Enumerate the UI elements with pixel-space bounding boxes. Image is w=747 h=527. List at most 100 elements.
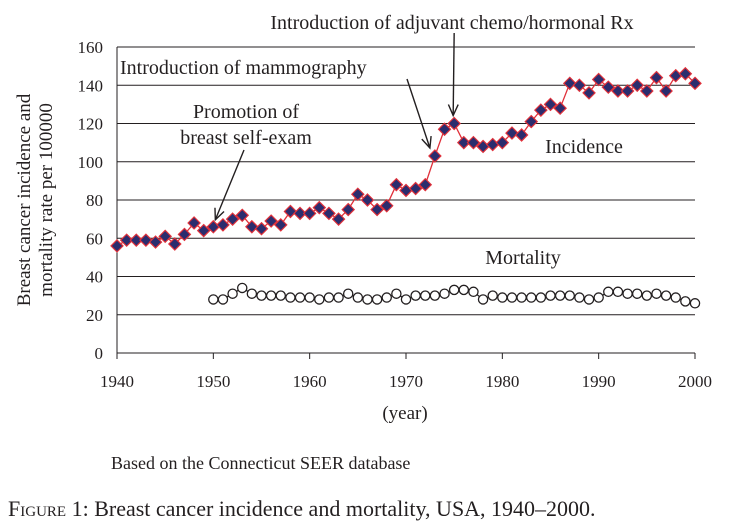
- mortality-point: [612, 286, 624, 298]
- y-tick-label: 100: [78, 153, 104, 172]
- mortality-point: [285, 292, 296, 303]
- incidence-point: [370, 202, 384, 217]
- mortality-point: [574, 292, 585, 303]
- incidence-point: [466, 135, 481, 150]
- annotation-self-exam: Promotion of: [193, 101, 299, 123]
- y-tick-label: 60: [86, 229, 103, 248]
- annotation-mammography: Introduction of mammography: [120, 57, 367, 79]
- arrow-self-exam: [214, 149, 245, 221]
- y-tick-label: 160: [78, 38, 104, 57]
- mortality-point: [583, 294, 595, 305]
- chart-text: (year) Breast cancer incidence and mortali…: [14, 12, 634, 424]
- incidence-point: [630, 78, 645, 93]
- incidence-point: [331, 212, 346, 226]
- incidence-point: [110, 239, 124, 253]
- mortality-point: [564, 290, 576, 301]
- mortality-point: [371, 294, 383, 305]
- incidence-point: [678, 66, 693, 81]
- incidence-point: [119, 233, 134, 248]
- incidence-point: [322, 206, 336, 221]
- incidence-point: [428, 149, 442, 163]
- incidence-point: [350, 187, 365, 202]
- incidence-point: [360, 193, 375, 207]
- mortality-point: [217, 294, 229, 305]
- x-tick-label: 1970: [389, 372, 423, 391]
- x-tick-labels: 1940 1950 1960 1970 1980 1990 2000: [100, 372, 712, 391]
- mortality-point: [314, 294, 325, 305]
- source-note: Based on the Connecticut SEER database: [111, 453, 411, 473]
- arrow-mammography: [406, 78, 431, 149]
- incidence-point: [139, 233, 153, 248]
- incidence-point: [341, 202, 356, 217]
- mortality-point: [429, 290, 441, 301]
- x-tick-label: 1960: [293, 372, 327, 391]
- mortality-point: [631, 288, 643, 299]
- mortality-point: [554, 290, 566, 301]
- y-tick-label: 40: [86, 268, 103, 287]
- incidence-point: [264, 214, 278, 228]
- series-line-incidence: [116, 73, 696, 247]
- incidence-point: [399, 183, 413, 198]
- incidence-point: [148, 235, 163, 249]
- incidence-point: [254, 221, 269, 236]
- mortality-point: [227, 288, 238, 299]
- incidence-point: [505, 126, 519, 140]
- mortality-point: [400, 294, 412, 305]
- incidence-point: [543, 97, 558, 112]
- incidence-point: [235, 208, 250, 223]
- series-label-incidence: Incidence: [545, 136, 623, 158]
- x-axis-label: (year): [382, 403, 427, 424]
- mortality-point: [603, 286, 614, 298]
- mortality-point: [487, 290, 498, 301]
- chart-gridlines: [117, 46, 695, 316]
- mortality-point: [660, 290, 672, 301]
- y-tick-label: 120: [78, 115, 104, 134]
- incidence-point: [495, 135, 510, 150]
- mortality-point: [477, 294, 489, 305]
- mortality-point: [420, 290, 431, 301]
- mortality-point: [622, 288, 633, 299]
- figure-number: Figure 1: [8, 496, 83, 521]
- mortality-point: [506, 292, 518, 303]
- mortality-point: [333, 292, 344, 303]
- incidence-point: [591, 72, 606, 87]
- incidence-point: [158, 229, 173, 244]
- x-tick-label: 2000: [678, 372, 712, 391]
- incidence-point: [649, 70, 664, 85]
- mortality-point: [275, 290, 287, 301]
- mortality-point: [342, 288, 354, 299]
- chart-axes: [116, 47, 696, 359]
- arrow-adjuvant: [452, 32, 455, 116]
- incidence-point: [293, 206, 307, 221]
- incidence-point: [456, 135, 471, 150]
- mortality-point: [497, 292, 508, 303]
- y-tick-label: 140: [78, 76, 104, 95]
- incidence-point: [659, 84, 673, 98]
- series-label-mortality: Mortality: [485, 247, 561, 269]
- arrow-mammography-head: [421, 136, 432, 150]
- incidence-point: [485, 137, 500, 152]
- mortality-point: [468, 286, 479, 298]
- y-axis-label: Breast cancer incidence and: [14, 93, 35, 306]
- mortality-point: [304, 292, 315, 303]
- incidence-point: [668, 68, 683, 83]
- incidence-point: [437, 122, 452, 137]
- arrow-self-exam-head: [214, 207, 225, 222]
- incidence-point: [302, 206, 317, 221]
- incidence-point: [129, 233, 144, 248]
- incidence-point: [196, 223, 211, 238]
- mortality-point: [670, 292, 681, 303]
- incidence-point: [688, 76, 702, 91]
- mortality-point: [323, 292, 335, 303]
- incidence-point: [245, 219, 259, 234]
- mortality-point: [651, 288, 662, 299]
- annotation-arrows: [214, 32, 459, 222]
- annotation-adjuvant: Introduction of adjuvant chemo/hormonal …: [270, 12, 633, 34]
- incidence-point: [167, 237, 182, 251]
- incidence-point: [216, 218, 230, 232]
- mortality-point: [641, 290, 653, 301]
- mortality-point: [381, 292, 392, 303]
- incidence-point: [534, 103, 548, 117]
- x-tick-label: 1940: [100, 372, 134, 391]
